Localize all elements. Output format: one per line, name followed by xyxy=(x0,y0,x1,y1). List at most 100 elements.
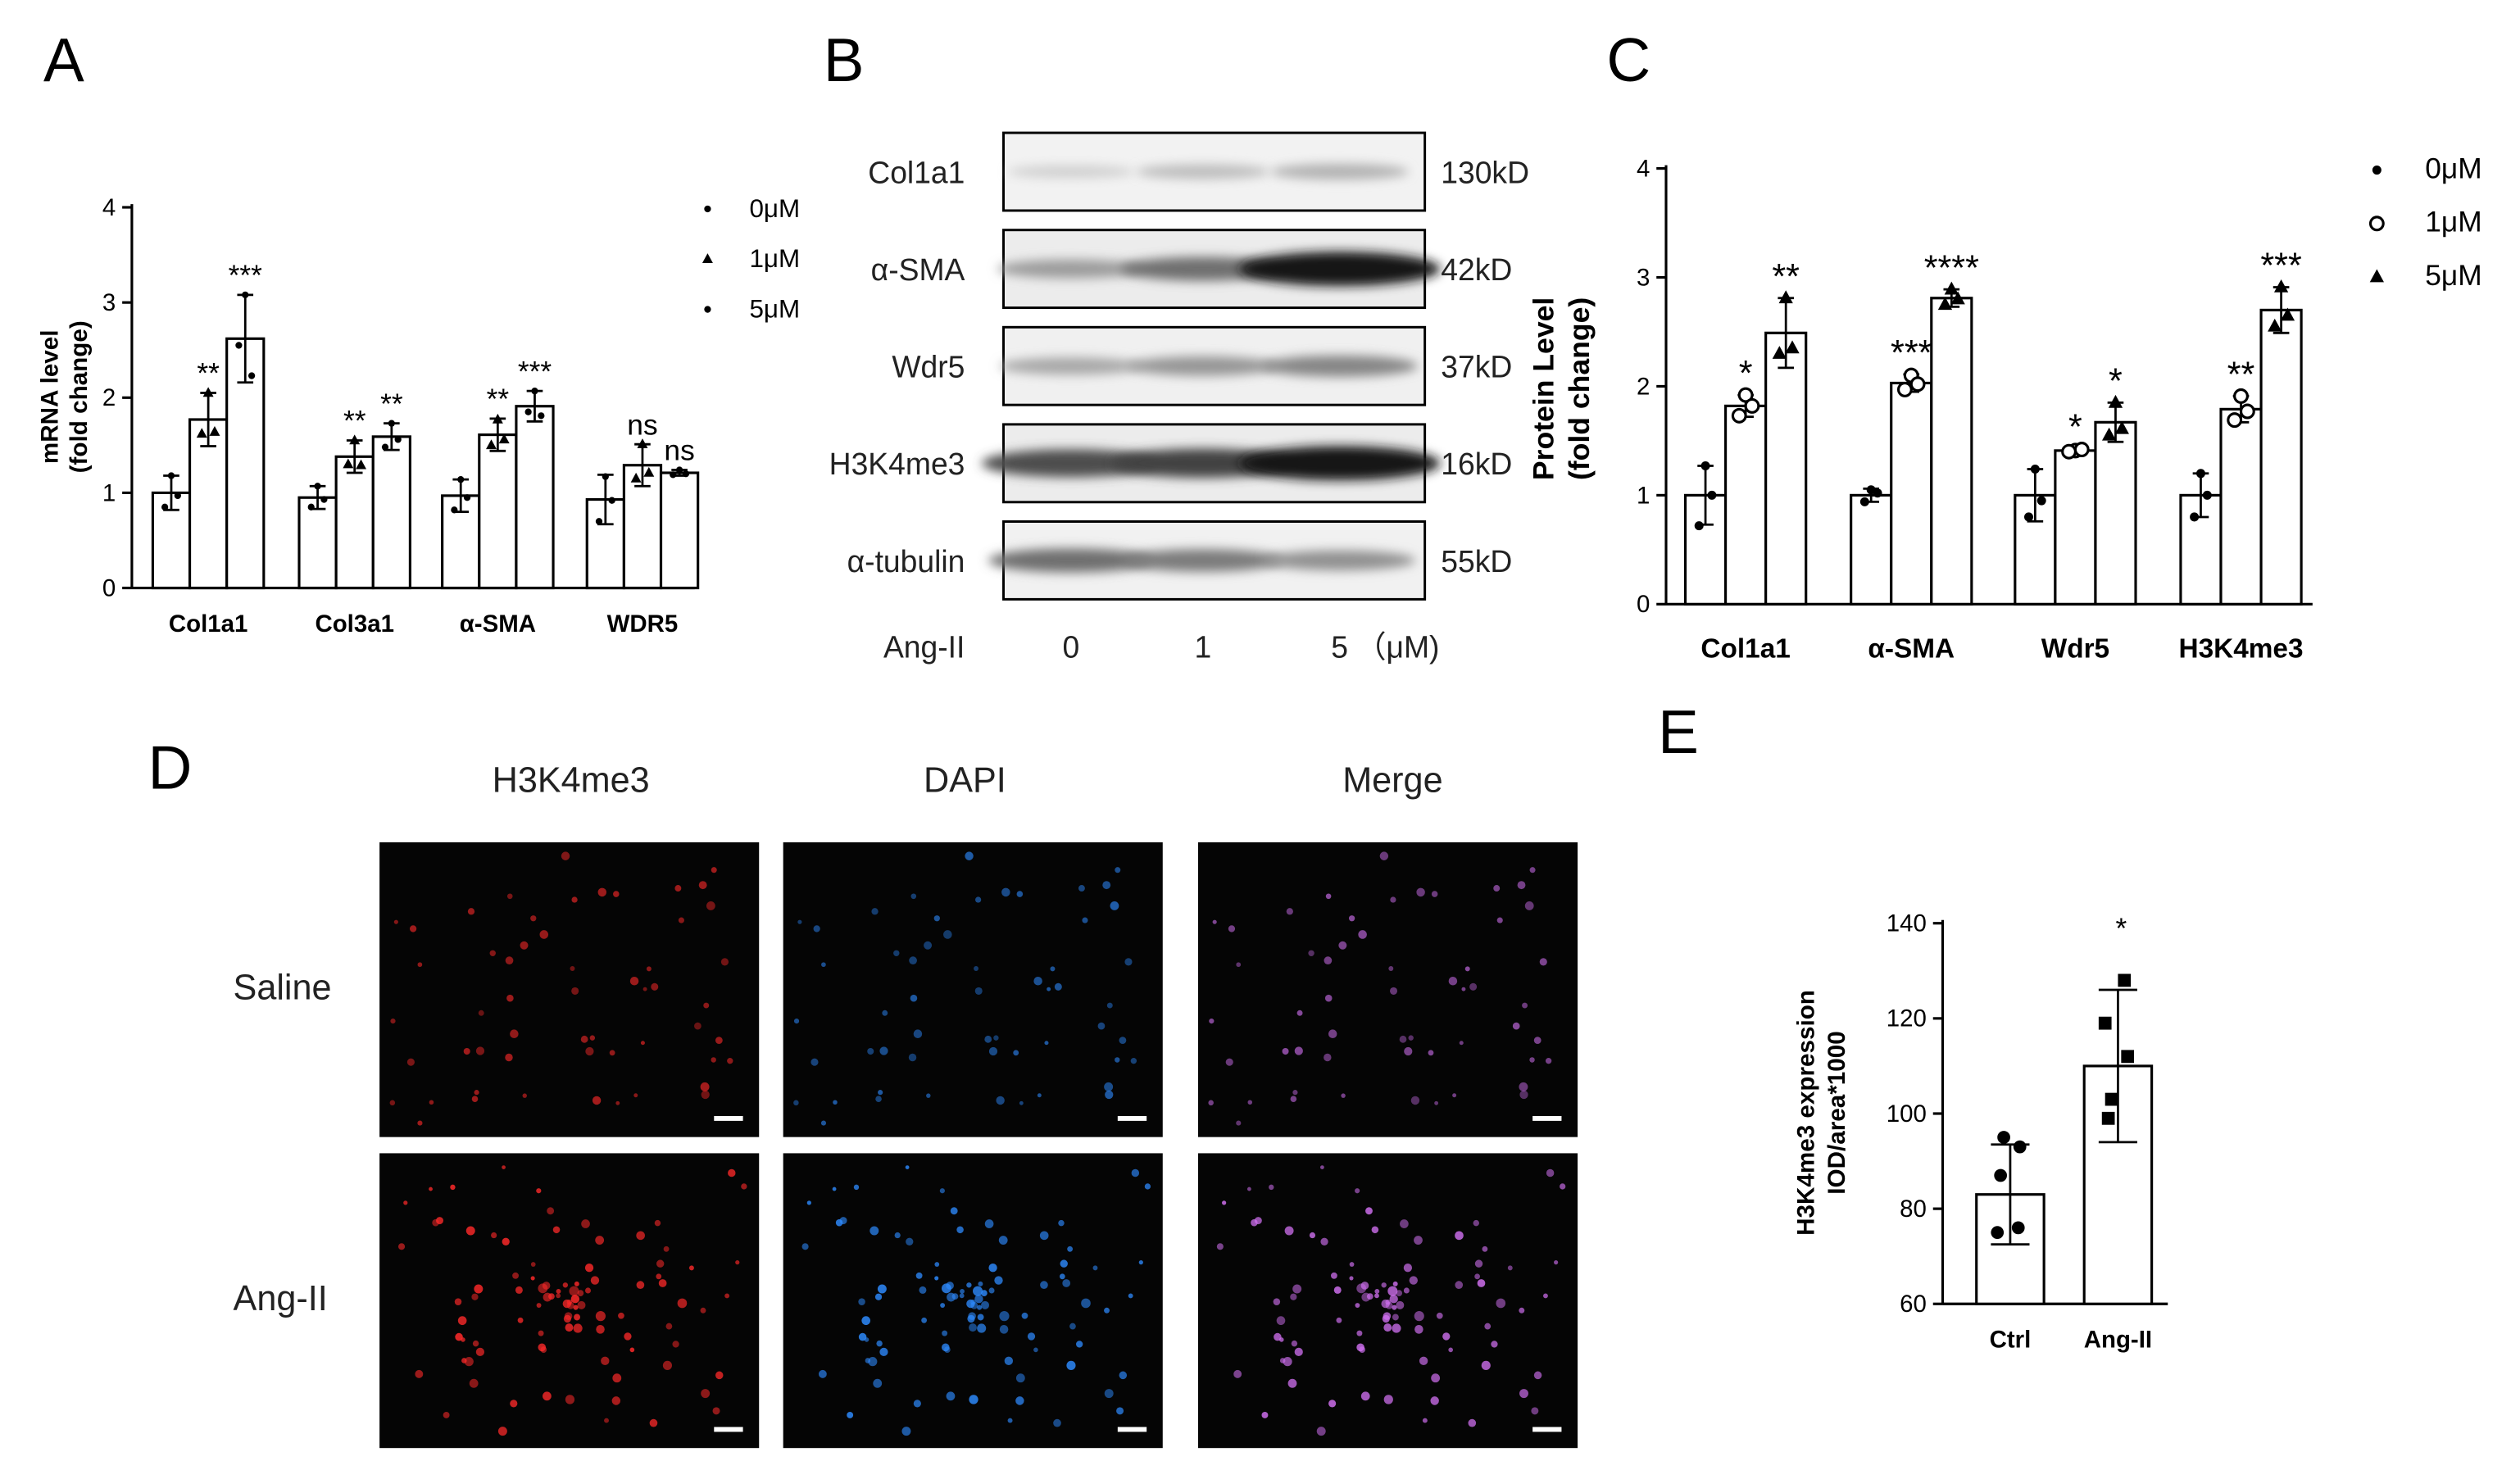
nucleus-dot xyxy=(1400,1219,1409,1228)
nucleus-dot xyxy=(1360,1282,1369,1290)
nucleus-dot xyxy=(1529,1057,1535,1063)
nucleus-dot xyxy=(1546,1168,1555,1177)
nucleus-dot xyxy=(1512,1022,1520,1030)
nucleus-dot xyxy=(597,887,607,897)
nucleus-dot xyxy=(491,1232,497,1239)
nucleus-dot xyxy=(429,1100,434,1105)
data-point xyxy=(602,473,609,480)
bar xyxy=(371,435,411,590)
nucleus-dot xyxy=(975,896,982,903)
data-point xyxy=(2036,496,2046,506)
blot-row-label: Wdr5 xyxy=(892,349,965,383)
nucleus-dot xyxy=(1455,1231,1464,1241)
blot-band xyxy=(1238,252,1441,287)
nucleus-dot xyxy=(1389,1294,1398,1304)
blot-size-label: 42kD xyxy=(1441,252,1512,287)
nucleus-dot xyxy=(934,1262,940,1267)
nucleus-dot xyxy=(406,1058,415,1066)
nucleus-dot xyxy=(1484,1323,1492,1330)
data-point xyxy=(314,483,321,490)
nucleus-dot xyxy=(662,1360,673,1370)
fluor-column-title: Merge xyxy=(1342,760,1442,800)
bar xyxy=(1890,381,1933,606)
nucleus-dot xyxy=(870,1226,879,1236)
nucleus-dot xyxy=(1517,881,1526,890)
data-point xyxy=(2273,279,2289,293)
nucleus-dot xyxy=(806,1200,811,1205)
nucleus-dot xyxy=(457,1316,467,1326)
blot-size-label: 16kD xyxy=(1441,447,1512,481)
nucleus-dot xyxy=(1448,976,1458,986)
nucleus-dot xyxy=(1468,1418,1477,1427)
scale-bar xyxy=(1532,1115,1562,1121)
data-point xyxy=(682,470,690,478)
blot-band xyxy=(999,357,1143,375)
nucleus-dot xyxy=(566,1301,574,1309)
nucleus-dot xyxy=(698,881,707,890)
nucleus-dot xyxy=(1396,1300,1405,1309)
nucleus-dot xyxy=(1324,956,1333,965)
legend-label: 0μM xyxy=(2425,152,2481,184)
nucleus-dot xyxy=(1060,1259,1068,1268)
nucleus-dot xyxy=(389,1100,396,1106)
nucleus-dot xyxy=(636,1281,645,1290)
nucleus-dot xyxy=(1115,867,1121,873)
nucleus-dot xyxy=(1464,966,1470,972)
nucleus-dot xyxy=(397,1243,406,1250)
nucleus-dot xyxy=(942,1330,948,1336)
nucleus-dot xyxy=(977,1314,984,1321)
blot-band xyxy=(1128,356,1278,376)
nucleus-dot xyxy=(905,1165,910,1169)
nucleus-dot xyxy=(940,1303,946,1308)
nucleus-dot xyxy=(1379,851,1389,860)
nucleus-dot xyxy=(996,1096,1005,1105)
data-point xyxy=(2202,490,2212,500)
significance-label: * xyxy=(2115,912,2127,945)
nucleus-dot xyxy=(724,1293,730,1299)
nucleus-dot xyxy=(1294,1046,1303,1055)
data-point xyxy=(1772,346,1787,359)
blot-size-label: 37kD xyxy=(1441,349,1512,383)
nucleus-dot xyxy=(1276,1316,1286,1326)
fluor-column-title: H3K4me3 xyxy=(493,760,650,800)
nucleus-dot xyxy=(1058,1219,1065,1227)
nucleus-dot xyxy=(542,1282,551,1290)
nucleus-dot xyxy=(950,1207,958,1215)
legend-marker xyxy=(704,306,711,313)
blot-band xyxy=(1122,549,1283,572)
nucleus-dot xyxy=(530,1276,535,1281)
nucleus-dot xyxy=(1341,1093,1346,1098)
bar xyxy=(2259,308,2303,606)
nucleus-dot xyxy=(1396,1290,1403,1296)
nucleus-dot xyxy=(1066,1360,1076,1370)
blot-size-label: 55kD xyxy=(1441,544,1512,579)
nucleus-dot xyxy=(592,1096,602,1105)
panel-letter-c: C xyxy=(1606,25,1650,94)
nucleus-dot xyxy=(868,1357,878,1367)
y-tick-label: 100 xyxy=(1887,1100,1927,1128)
fluor-row-title: Ang-II xyxy=(234,1279,328,1318)
data-point xyxy=(2105,1092,2118,1106)
nucleus-dot xyxy=(432,1218,439,1227)
nucleus-dot xyxy=(1019,1100,1024,1105)
data-point xyxy=(1950,291,1965,305)
nucleus-dot xyxy=(1013,1050,1019,1056)
category-label: α-SMA xyxy=(1868,633,1955,664)
nucleus-dot xyxy=(1355,1303,1360,1308)
fluor-column-title: DAPI xyxy=(924,760,1006,800)
nucleus-dot xyxy=(1119,1037,1127,1045)
data-point xyxy=(670,471,677,479)
blot-band xyxy=(997,259,1145,279)
nucleus-dot xyxy=(1448,1347,1453,1353)
data-point xyxy=(1997,1131,2010,1144)
category-label: WDR5 xyxy=(607,610,679,637)
nucleus-dot xyxy=(1104,1082,1114,1091)
data-point xyxy=(1737,387,1754,403)
blot-band xyxy=(981,449,1161,478)
fluor-image xyxy=(379,842,760,1137)
nucleus-dot xyxy=(988,1264,997,1273)
data-point xyxy=(498,433,510,444)
category-label: H3K4me3 xyxy=(2179,633,2304,664)
nucleus-dot xyxy=(801,1243,809,1250)
nucleus-dot xyxy=(646,966,652,972)
